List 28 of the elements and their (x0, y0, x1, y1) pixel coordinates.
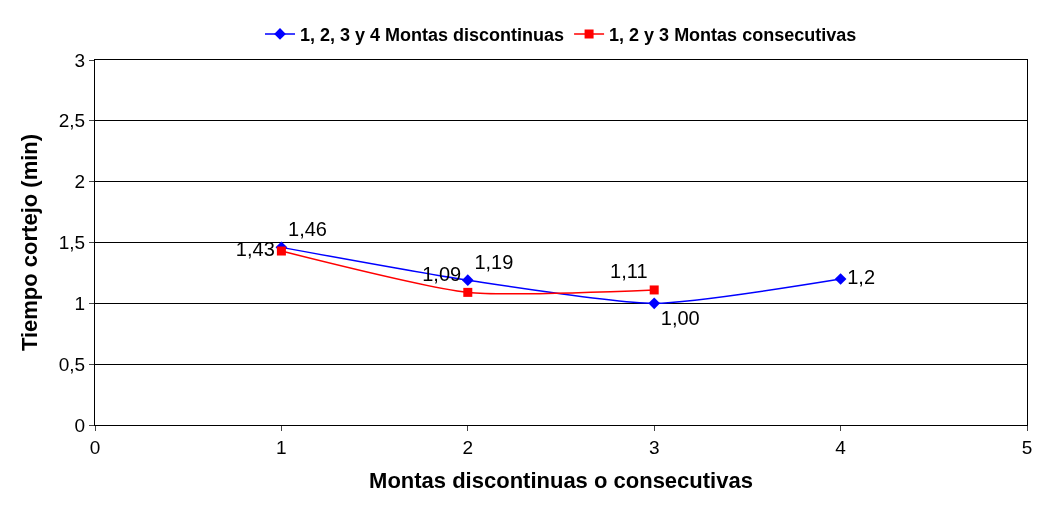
legend-label: 1, 2 y 3 Montas consecutivas (609, 24, 857, 45)
point (834, 273, 847, 285)
y-tick-label: 3 (74, 49, 86, 71)
data-label: 1,46 (288, 217, 327, 240)
x-tick-label: 2 (462, 436, 474, 458)
x-tick-label: 5 (1021, 436, 1033, 458)
y-tick-label: 1,5 (58, 232, 86, 254)
y-tick-label: 0 (74, 414, 86, 436)
y-axis-title: Tiempo cortejo (min) (16, 133, 42, 352)
data-label: 1,11 (610, 260, 648, 283)
y-tick-label: 0,5 (58, 353, 86, 375)
x-tick-label: 4 (835, 436, 847, 458)
x-tick-label: 1 (276, 436, 287, 458)
x-axis-title: Montas discontinuas o consecutivas (369, 467, 753, 493)
x-tick-label: 0 (89, 436, 101, 458)
data-label: 1,00 (660, 306, 700, 329)
point (649, 285, 659, 295)
x-tick-label: 3 (648, 436, 660, 458)
legend-label: 1, 2, 3 y 4 Montas discontinuas (300, 24, 565, 45)
point (461, 274, 474, 287)
data-label: 1,2 (847, 266, 876, 288)
point (648, 297, 661, 310)
point (276, 246, 286, 256)
y-tick-label: 1 (74, 292, 86, 314)
y-tick-label: 2 (74, 171, 86, 193)
data-label: 1,19 (474, 250, 514, 273)
y-tick-label: 2,5 (58, 110, 86, 132)
point (463, 287, 473, 297)
